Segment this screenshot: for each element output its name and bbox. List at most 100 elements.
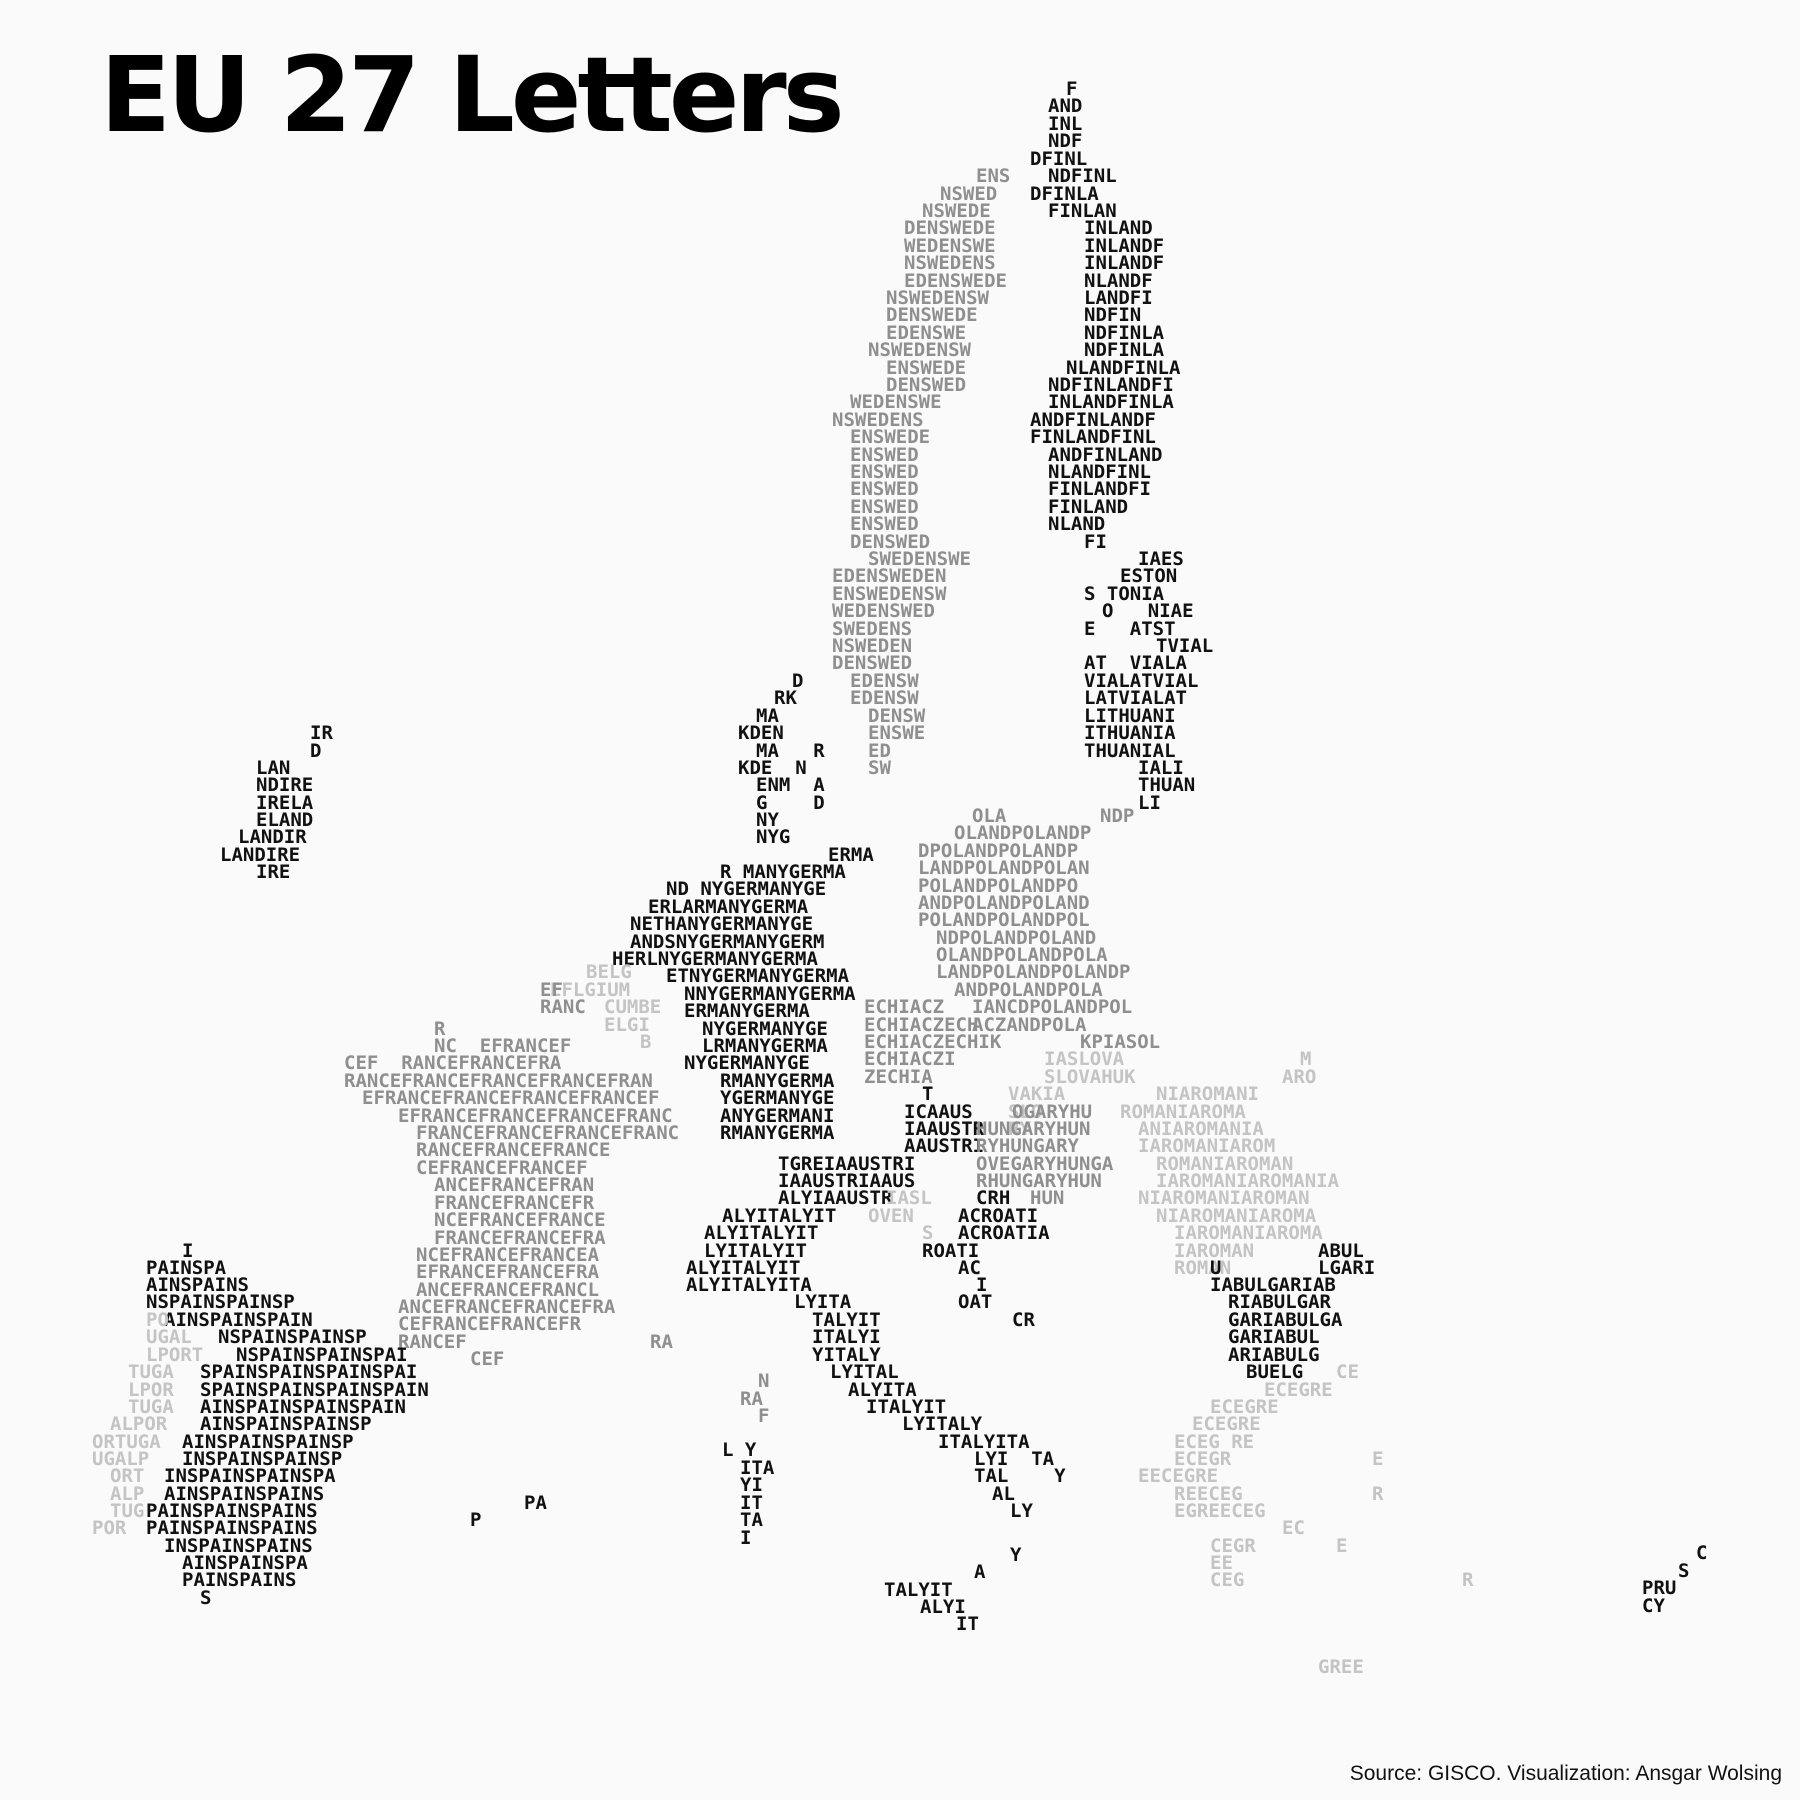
country-letters-latvia: LATVIALAT <box>1084 687 1187 709</box>
country-letters-romania: NIAROMANIAROMAN <box>1138 1187 1310 1209</box>
country-letters-france: RA <box>650 1331 673 1353</box>
country-letters-italy: IT <box>740 1492 763 1514</box>
country-letters-portugal: UGALP <box>92 1448 150 1470</box>
country-letters-italy: LYITA <box>794 1291 852 1313</box>
country-letters-spain: NSPAINSPAINSPAI <box>236 1344 408 1366</box>
country-letters-cyprus: S <box>1678 1560 1690 1582</box>
country-letters-latvia: TVIAL <box>1156 635 1214 657</box>
country-letters-spain: AINSPAINSPAINSPAIN <box>200 1396 406 1418</box>
country-letters-sweden: ENSWED <box>850 444 919 466</box>
country-letters-italy: L Y <box>722 1439 757 1461</box>
country-letters-germany: HERLNYGERMANYGERMA <box>612 948 818 970</box>
country-letters-czechia: ECHIACZ <box>864 996 945 1018</box>
country-letters-croatia: I <box>976 1274 988 1296</box>
country-letters-sweden: DENSWEDE <box>904 217 996 239</box>
country-letters-italy: YI <box>740 1474 763 1496</box>
country-letters-finland: INLANDF <box>1084 252 1165 274</box>
country-letters-greece: CEG <box>1210 1569 1245 1591</box>
country-letters-romania: ANIAROMANIA <box>1138 1118 1264 1140</box>
country-letters-sweden: ENSWEDENSW <box>832 583 947 605</box>
country-letters-sweden: ENSWED <box>850 461 919 483</box>
country-letters-denmark: MA R <box>756 740 825 762</box>
country-letters-spain: AINSPAINSPAINSP <box>182 1431 354 1453</box>
country-letters-denmark: G D <box>756 792 825 814</box>
country-letters-finland: NLAND <box>1048 513 1106 535</box>
country-letters-spain: INSPAINSPAINS <box>164 1535 313 1557</box>
country-letters-croatia: ACROATIA <box>958 1222 1050 1244</box>
country-letters-croatia: AC <box>958 1257 981 1279</box>
country-letters-ireland: IR <box>310 722 333 744</box>
country-letters-czechia: ECHIACZECHIK <box>864 1031 1002 1053</box>
country-letters-germany: ERLARMANYGERMA <box>648 896 809 918</box>
country-letters-italy: ALYITALYITA <box>686 1274 812 1296</box>
country-letters-lithuania: LI <box>1138 792 1161 814</box>
country-letters-greece: CEGR <box>1210 1535 1256 1557</box>
country-letters-bulgaria: GARIABUL <box>1228 1326 1320 1348</box>
country-letters-hungary: OVEGARYHUNGA <box>976 1153 1114 1175</box>
country-letters-france: EFRANCEFRANCEFRANCEFRANC <box>398 1105 673 1127</box>
country-letters-romania: ROMAN <box>1174 1257 1232 1279</box>
country-letters-denmark: KDEN <box>738 722 784 744</box>
country-letters-croatia: CR <box>1012 1309 1035 1331</box>
country-letters-estonia: E ATST <box>1084 618 1176 640</box>
country-letters-poland: POLANDPOLANDPO <box>918 875 1079 897</box>
country-letters-poland: ACZANDPOLA <box>972 1014 1087 1036</box>
country-letters-france: NC EFRANCEF <box>434 1035 572 1057</box>
country-letters-belgium: B <box>640 1031 652 1053</box>
country-letters-germany: ND NYGERMANYGE <box>666 878 827 900</box>
country-letters-poland: LANDPOLANDPOLANDP <box>936 961 1131 983</box>
country-letters-portugal: ORTUGA <box>92 1431 161 1453</box>
country-letters-cyprus: C <box>1696 1542 1708 1564</box>
country-letters-sweden: NSWED <box>940 183 998 205</box>
country-letters-finland: F <box>1066 78 1078 100</box>
country-letters-italy: LYITALYIT <box>704 1240 807 1262</box>
map-title: EU 27 Letters <box>100 34 845 156</box>
country-letters-portugal: LPORT <box>146 1344 204 1366</box>
country-letters-italy: LYI TA <box>974 1448 1055 1470</box>
country-letters-sweden: ENSWEDE <box>886 357 967 379</box>
country-letters-germany: ANYGERMANI <box>720 1105 835 1127</box>
country-letters-bulgaria: GARIABULGA <box>1228 1309 1343 1331</box>
country-letters-france: NCEFRANCEFRANCE <box>434 1209 606 1231</box>
country-letters-finland: INLANDF <box>1084 235 1165 257</box>
country-letters-belgium: BELG <box>586 961 632 983</box>
country-letters-finland: ANDFINLANDF <box>1030 409 1156 431</box>
country-letters-italy: ALYITALYIT <box>704 1222 819 1244</box>
country-letters-finland: NLANDFINL <box>1048 461 1151 483</box>
country-letters-croatia: CRH <box>976 1187 1011 1209</box>
country-letters-spain: PAINSPA <box>146 1257 227 1279</box>
country-letters-sweden: ENSWED <box>850 496 919 518</box>
country-letters-finland: NDFINLANDFI <box>1048 374 1174 396</box>
country-letters-slovenia: S <box>922 1222 934 1244</box>
country-letters-greece: R <box>1462 1569 1474 1591</box>
country-letters-portugal: ALPOR <box>110 1413 168 1435</box>
country-letters-italy: LYITAL <box>830 1361 899 1383</box>
country-letters-sweden: NSWEDENS <box>904 252 996 274</box>
country-letters-germany: R MANYGERMA <box>720 861 846 883</box>
country-letters-sweden: SW <box>868 757 891 779</box>
country-letters-italy: LY <box>1010 1500 1033 1522</box>
country-letters-lithuania: THUAN <box>1138 774 1196 796</box>
country-letters-poland: DPOLANDPOLANDP <box>918 840 1079 862</box>
country-letters-belgium: ELGI <box>604 1014 650 1036</box>
country-letters-lithuania: IALI <box>1138 757 1184 779</box>
country-letters-germany: ERMANYGERMA <box>684 1000 810 1022</box>
country-letters-finland: AND <box>1048 95 1083 117</box>
country-letters-germany: YGERMANYGE <box>720 1087 835 1109</box>
country-letters-sweden: ENSWEDE <box>850 426 931 448</box>
country-letters-greece: E <box>1372 1448 1384 1470</box>
country-letters-spain: AINSPAINSPAIN <box>164 1309 313 1331</box>
country-letters-finland: DFINLA <box>1030 183 1099 205</box>
country-letters-sweden: ENS <box>976 165 1011 187</box>
country-letters-italy: ALYITALYIT <box>686 1257 801 1279</box>
country-letters-france: EFRANCEFRANCEFRA <box>416 1261 600 1283</box>
country-letters-sweden: WEDENSWE <box>904 235 996 257</box>
country-letters-italy: YITALY <box>812 1344 881 1366</box>
country-letters-poland: OLANDPOLANDPOLA <box>936 944 1108 966</box>
country-letters-france: RANCEF <box>398 1331 467 1353</box>
country-letters-greece: EGREECEG <box>1174 1500 1266 1522</box>
country-letters-spain: PAINSPAINSPAINS <box>146 1500 318 1522</box>
country-letters-greece: REECEG <box>1174 1483 1243 1505</box>
country-letters-slovakia: RY <box>1008 1118 1031 1140</box>
